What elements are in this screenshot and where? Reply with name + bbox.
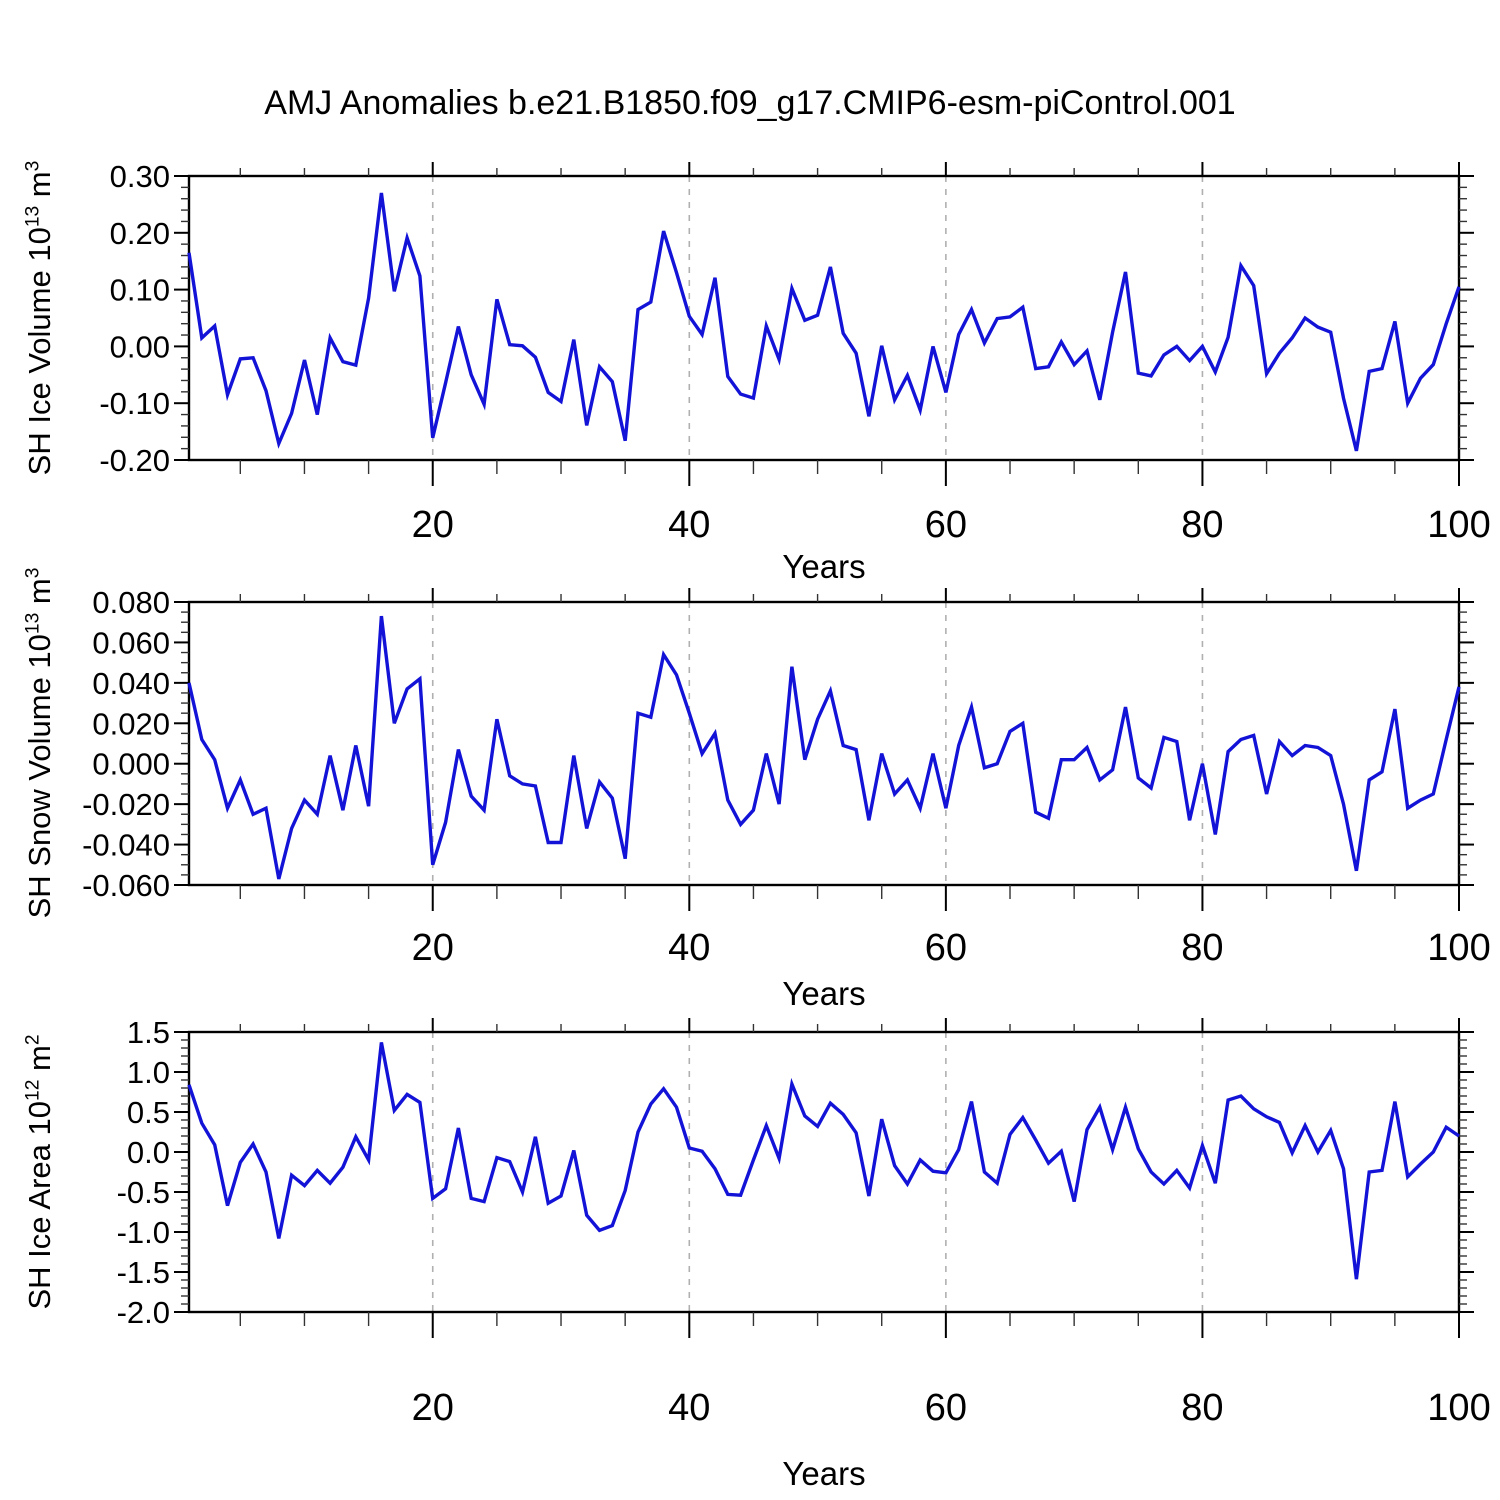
y-axis-label-unit-exponent: 3 <box>22 160 44 172</box>
plot-snow-volume: 20 40 60 80 100 0.080 0.060 0.040 0.020 0.000 -0.0… <box>82 585 1491 969</box>
plot-ice-volume: 20 40 60 80 100 0.30 0.20 0.10 0.00 -0.10 -0.20 <box>99 159 1490 546</box>
y-tick-label: 0.10 <box>110 273 170 308</box>
x-axis-label-years-3: Years <box>782 1455 866 1492</box>
y-axis-label-exponent: 13 <box>22 612 44 635</box>
data-line <box>187 1042 1460 1280</box>
y-axis-label-text: SH Ice Area 10 <box>22 1100 57 1310</box>
x-tick-label: 60 <box>925 1387 967 1429</box>
y-axis-label-ice-area: SH Ice Area 1012 m2 <box>22 1034 58 1309</box>
y-tick-label: -0.060 <box>82 868 170 903</box>
y-tick-label: -0.020 <box>82 787 170 822</box>
y-axis-label-exponent: 12 <box>22 1079 44 1101</box>
plot-ice-area: 20 40 60 80 100 1.5 1.0 0.5 0.0 -0.5 -1.0 -1.5 -2.0 <box>117 1015 1491 1429</box>
x-tick-label: 20 <box>412 504 454 546</box>
y-axis-label-unit-exponent: 2 <box>22 1034 44 1046</box>
x-tick-label: 80 <box>1181 927 1223 969</box>
plot-frame <box>187 1030 1461 1314</box>
x-tick-label: 40 <box>668 927 710 969</box>
y-tick-label: 0.30 <box>110 159 170 194</box>
x-tick-label: 20 <box>412 1387 454 1429</box>
x-tick-label: 80 <box>1181 504 1223 546</box>
y-axis-label-unit: m <box>22 1045 57 1080</box>
x-tick-label: 60 <box>925 927 967 969</box>
y-axis-label-unit: m <box>22 578 57 613</box>
y-tick-label: -1.0 <box>117 1215 170 1250</box>
x-tick-label: 40 <box>668 504 710 546</box>
y-axis-label-exponent: 13 <box>22 205 44 228</box>
y-tick-label: 1.0 <box>127 1055 170 1090</box>
x-axis-label-years-2: Years <box>782 975 866 1012</box>
data-line <box>187 615 1461 880</box>
y-tick-label: -1.5 <box>117 1255 170 1290</box>
plot-frame <box>187 174 1461 462</box>
y-tick-label: 1.5 <box>127 1015 170 1050</box>
y-axis-label-snow-volume: SH Snow Volume 1013 m3 <box>22 568 58 919</box>
x-axis-label-years-1: Years <box>782 548 866 585</box>
y-axis-label-text: SH Ice Volume 10 <box>22 227 57 476</box>
y-tick-label: 0.00 <box>110 329 170 364</box>
y-tick-label: 0.040 <box>92 666 170 701</box>
y-tick-label: -0.5 <box>117 1175 170 1210</box>
y-tick-label: -2.0 <box>117 1295 170 1330</box>
figure-title: AMJ Anomalies b.e21.B1850.f09_g17.CMIP6-… <box>264 84 1236 122</box>
y-tick-label: 0.060 <box>92 625 170 660</box>
x-tick-label: 40 <box>668 1387 710 1429</box>
y-axis-label-ice-volume: SH Ice Volume 1013 m3 <box>22 161 58 476</box>
y-tick-label: -0.20 <box>99 443 170 478</box>
x-tick-label: 20 <box>412 927 454 969</box>
x-tick-label: 100 <box>1427 1387 1490 1429</box>
y-tick-label: 0.020 <box>92 706 170 741</box>
y-tick-label: 0.000 <box>92 747 170 782</box>
y-axis-label-text: SH Snow Volume 10 <box>22 634 57 919</box>
y-axis-label-unit-exponent: 3 <box>22 567 44 579</box>
data-line <box>187 192 1461 452</box>
x-tick-label: 80 <box>1181 1387 1223 1429</box>
x-tick-label: 100 <box>1427 504 1490 546</box>
y-tick-label: 0.5 <box>127 1095 170 1130</box>
y-tick-label: -0.040 <box>82 828 170 863</box>
y-tick-label: -0.10 <box>99 386 170 421</box>
x-tick-label: 100 <box>1427 927 1490 969</box>
y-tick-label: 0.20 <box>110 216 170 251</box>
y-tick-label: 0.0 <box>127 1135 170 1170</box>
y-axis-label-unit: m <box>22 171 57 206</box>
y-tick-label: 0.080 <box>92 585 170 620</box>
x-tick-label: 60 <box>925 504 967 546</box>
